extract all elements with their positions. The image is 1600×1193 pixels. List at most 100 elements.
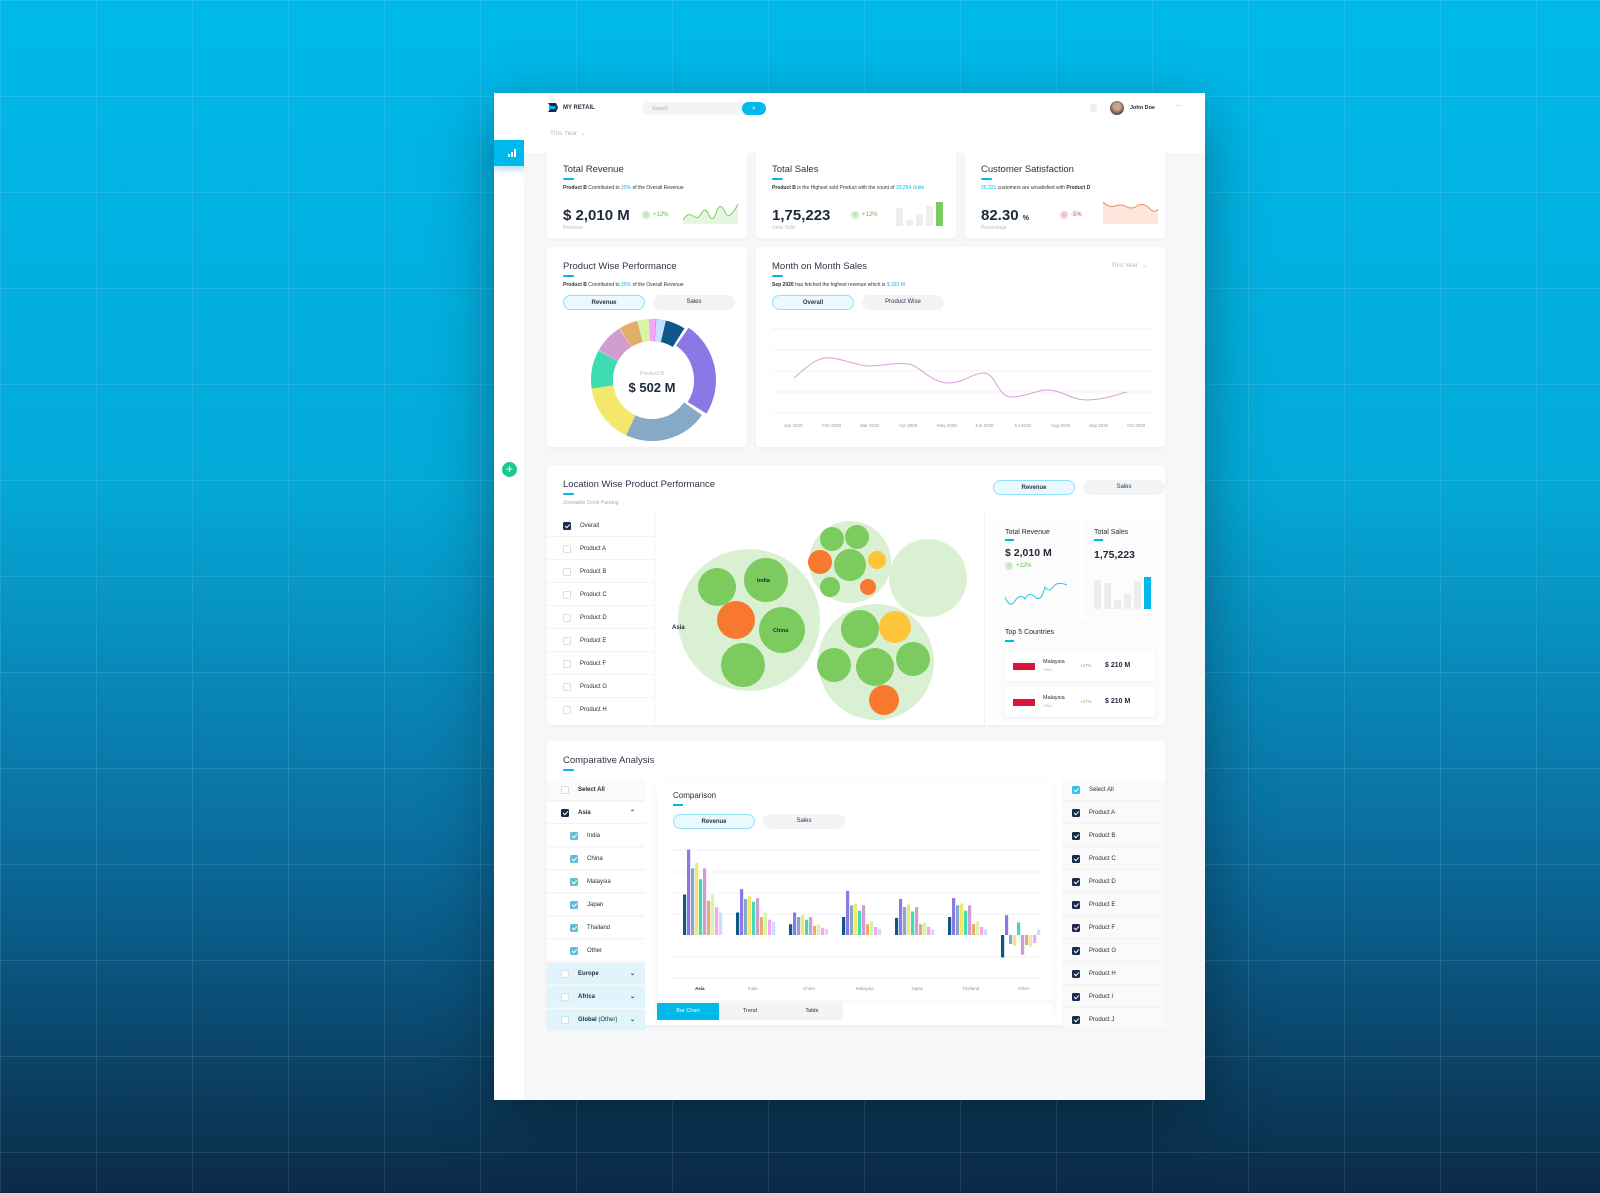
bell-icon[interactable] [1090,104,1097,112]
country-china[interactable]: China [547,848,645,870]
card-subtitle: Product B is the Highest sold Product wi… [772,185,925,191]
region-europe[interactable]: Europe ⌄ [547,963,645,985]
sparkline [1005,582,1067,605]
arrow-up-icon: ↑ [642,211,650,219]
tab-revenue[interactable]: Revenue [993,480,1075,495]
country-india[interactable]: India [547,825,645,847]
period-select[interactable]: This Year ⌄ [1110,262,1147,269]
donut-chart [588,319,716,441]
chevron-down-icon: ⌄ [1141,262,1147,269]
country-row[interactable]: Malaysia Asia +17% $ 210 M [1005,687,1155,717]
card-title: Total Revenue [563,164,624,175]
month-on-month-card: Month on Month Sales Sep 2020 has fetche… [756,247,1165,447]
kpi-delta: ↑ +12% [851,211,878,219]
filter-product-f[interactable]: Product F [547,653,654,675]
tab-table[interactable]: Table [781,1003,843,1020]
filter-product-d[interactable]: Product D [547,607,654,629]
period-select[interactable]: This Year ⌄ [550,129,586,137]
country-row[interactable]: Malaysia Asia +17% $ 210 M [1005,651,1155,681]
product-a[interactable]: Product A [1062,802,1165,824]
chevron-down-icon: ⌄ [578,130,587,137]
product-i[interactable]: Product I [1062,986,1165,1008]
comparison-chart-panel: Comparison Revenue Sales Asia India Chin… [657,783,1053,1008]
donut-center-value: $ 502 M [628,380,676,395]
arrow-down-icon: ↓ [1060,211,1068,219]
kpi-total-sales: Total Sales Product B is the Highest sol… [756,150,956,238]
filter-product-h[interactable]: Product H [547,699,654,721]
svg-text:India: India [757,578,771,584]
country-thailand[interactable]: Thailand [547,917,645,939]
tab-sales[interactable]: Sales [653,295,735,310]
card-title: Comparative Analysis [563,755,655,766]
mini-bar-chart [896,202,943,226]
filter-product-e[interactable]: Product E [547,630,654,652]
country-japan[interactable]: Japan [547,894,645,916]
tab-sales[interactable]: Sales [1083,480,1165,495]
user-menu[interactable]: John Doe [1109,101,1155,115]
select-all-regions[interactable]: Select All [547,779,645,801]
avatar [1109,101,1124,115]
line-chart [772,328,1152,414]
arrow-up-icon: ↑ [851,211,859,219]
kpi-label: Revenue [563,225,584,231]
product-j[interactable]: Product J [1062,1009,1165,1031]
product-select-list: Select All Product A Product B Product C… [1062,779,1165,1031]
bar-chart-icon [507,149,516,157]
svg-text:China: China [773,628,789,634]
chevron-up-icon: ⌃ [629,810,635,816]
country-malaysia[interactable]: Malaysia [547,871,645,893]
kpi-delta: ↑ +12% [642,211,669,219]
arrow-up-icon: ↑ [1005,562,1013,570]
kpi-value: 1,75,223 [772,207,831,224]
comparative-analysis-card: Comparative Analysis Select All Asia ⌃ In… [547,741,1165,1031]
tab-sales[interactable]: Sales [763,814,845,829]
period-value: This Year [550,130,578,137]
product-c[interactable]: Product C [1062,848,1165,870]
tab-revenue[interactable]: Revenue [563,295,645,310]
card-title: Customer Satisfaction [981,164,1074,175]
mini-bar-chart [1094,577,1151,609]
more-icon[interactable]: ··· [1175,101,1183,110]
select-all-products[interactable]: Select All [1062,779,1165,801]
card-subtitle: Zoomable Circle Packing [563,500,619,506]
product-d[interactable]: Product D [1062,871,1165,893]
tab-overall[interactable]: Overall [772,295,854,310]
product-b[interactable]: Product B [1062,825,1165,847]
region-africa[interactable]: Africa ⌄ [547,986,645,1008]
search-placeholder: Search [652,106,668,112]
product-h[interactable]: Product H [1062,963,1165,985]
kpi-customer-satisfaction: Customer Satisfaction 25,221 customers a… [965,150,1165,238]
tab-trend[interactable]: Trend [719,1003,781,1020]
product-g[interactable]: Product G [1062,940,1165,962]
kpi-value: 82.30 % [981,207,1029,224]
region-asia[interactable]: Asia ⌃ [547,802,645,824]
region-global[interactable]: Global (Other) ⌄ [547,1009,645,1031]
add-button[interactable]: + [502,462,517,477]
circle-packing-chart[interactable]: Asia India China [657,517,977,722]
location-performance-card: Location Wise Product Performance Zoomab… [547,465,1166,725]
card-subtitle: Sep 2020 has fetched the highest revenue… [772,282,905,288]
card-title: Location Wise Product Performance [563,479,716,490]
filter-product-a[interactable]: Product A [547,538,654,560]
top-countries-panel: Top 5 Countries Malaysia Asia +17% $ 210… [995,621,1166,717]
grouped-bar-chart [673,849,1043,979]
tab-product-wise[interactable]: Product Wise [862,295,944,310]
kpi-total-revenue: Total Revenue Product B Contributed to 2… [547,150,747,238]
country-other[interactable]: Other [547,940,645,962]
search-button[interactable]: ⌕ [742,102,766,115]
product-e[interactable]: Product E [1062,894,1165,916]
tab-revenue[interactable]: Revenue [673,814,755,829]
search-input[interactable]: Search ⌕ [642,102,766,115]
dashboard-window: + MY RETAIL Search ⌕ John Doe ··· This Ye… [494,93,1205,1100]
chevron-down-icon: ⌄ [629,1017,635,1023]
filter-product-g[interactable]: Product G [547,676,654,698]
view-tabs: Bar Chart Trend Table [657,1003,1053,1020]
product-f[interactable]: Product F [1062,917,1165,939]
sparkline [683,203,738,224]
filter-product-c[interactable]: Product C [547,584,654,606]
checkbox-checked [563,521,571,530]
filter-product-b[interactable]: Product B [547,561,654,583]
tab-bar-chart[interactable]: Bar Chart [657,1003,719,1020]
filter-overall[interactable]: Overall [547,515,654,537]
kpi-label: Units Sold [772,225,795,231]
